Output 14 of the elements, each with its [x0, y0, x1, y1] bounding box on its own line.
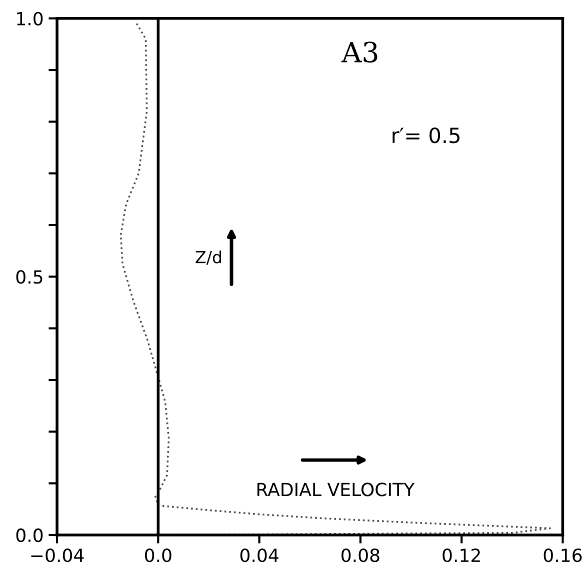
- x-tick-label: 0.04: [240, 548, 278, 562]
- x-tick-label: −0.04: [31, 548, 84, 562]
- x-tick-label: 0.0: [145, 548, 172, 562]
- x-tick-label: 0.12: [442, 548, 480, 562]
- text: A3: [341, 42, 378, 63]
- y-tick-label: 0.5: [16, 270, 42, 284]
- line-series: [120, 22, 551, 535]
- x-tick-label: 0.16: [544, 548, 582, 562]
- annotation: RADIAL VELOCITY: [257, 482, 415, 496]
- x-tick-label: 0.08: [342, 548, 380, 562]
- annotation: Z/d: [196, 250, 222, 265]
- y-tick-label: 0.0: [16, 528, 43, 542]
- y-tick-label: 1.0: [17, 12, 43, 26]
- annotation: r′= 0.5: [392, 127, 460, 144]
